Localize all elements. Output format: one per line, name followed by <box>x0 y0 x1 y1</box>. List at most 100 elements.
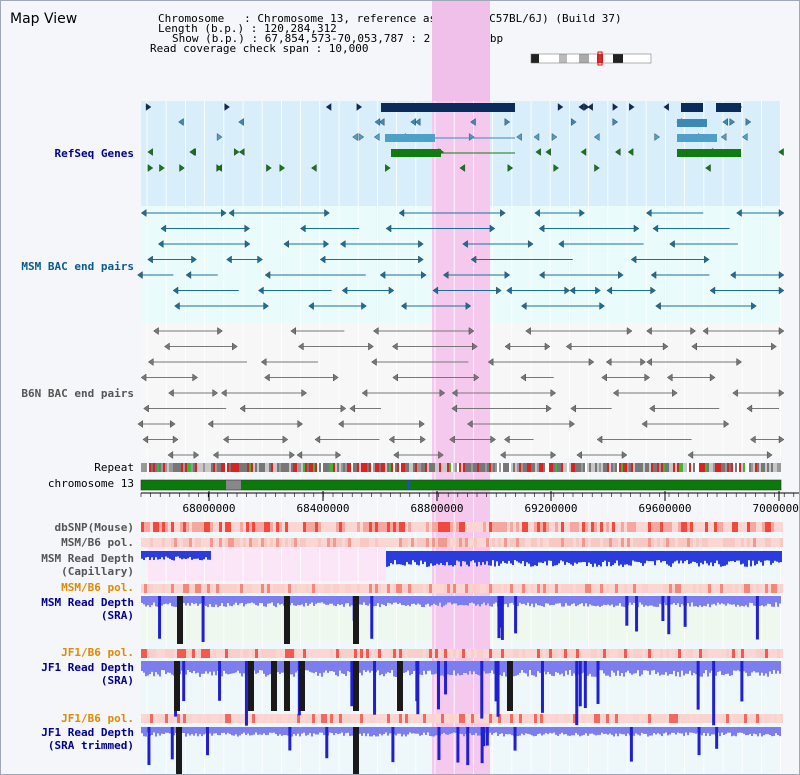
msm-b6-pol-cell <box>411 538 414 547</box>
jf1-sra-depth <box>203 661 205 674</box>
jf1-sra-depth <box>419 661 421 675</box>
jf1-b6-pol2-cell <box>177 714 180 723</box>
jf1-trimmed-depth <box>685 727 687 733</box>
jf1-b6-pol2-cell <box>708 714 711 723</box>
jf1-b6-pol-cell <box>459 649 462 658</box>
track-label-jf1-b6-pol-1[interactable]: JF1/B6 pol. <box>61 646 134 659</box>
msm-capillary-depth <box>165 551 167 557</box>
jf1-b6-pol-cell <box>618 649 621 658</box>
msm-sra-depth <box>373 596 375 607</box>
b6n-bac-pair-end <box>296 451 303 459</box>
track-label-refseq[interactable]: RefSeq Genes <box>54 147 134 160</box>
msm-sra-depth <box>259 596 261 604</box>
jf1-trimmed-depth-spike <box>437 727 441 761</box>
track-label-msm-bac[interactable]: MSM BAC end pairs <box>21 260 134 273</box>
jf1-trimmed-depth <box>387 727 389 736</box>
jf1-b6-pol-cell <box>300 649 303 658</box>
jf1-b6-pol2-cell <box>717 714 720 723</box>
dbsnp-cell <box>177 522 180 532</box>
jf1-b6-pol-cell <box>426 649 429 658</box>
jf1-sra-depth <box>779 661 781 674</box>
track-label-jf1-b6-pol-2[interactable]: JF1/B6 pol. <box>61 712 134 725</box>
msm-capillary-depth <box>630 551 632 566</box>
jf1-b6-pol2-cell <box>534 714 537 723</box>
msm-capillary-depth <box>742 551 744 564</box>
jf1-sra-depth <box>257 661 259 673</box>
refseq-gene-arrow <box>663 103 669 111</box>
jf1-sra-depth <box>689 661 691 671</box>
repeat-segment <box>145 463 147 472</box>
jf1-b6-pol-cell <box>681 649 684 658</box>
highlight-region-top <box>432 1 490 101</box>
dbsnp-cell <box>732 522 735 532</box>
jf1-trimmed-depth <box>511 727 513 736</box>
repeat-segment <box>171 463 173 472</box>
b6n-bac-pair-end <box>221 389 227 397</box>
msm-capillary-depth <box>496 551 498 562</box>
msm-b6-pol-cell <box>639 538 642 547</box>
msm-sra-depth <box>609 596 611 606</box>
jf1-trimmed-depth <box>575 727 577 733</box>
msm-sra-depth <box>467 596 469 606</box>
msm-sra-depth <box>147 596 149 606</box>
b6n-bac-pair-end <box>646 327 652 335</box>
jf1-b6-pol-cell <box>291 649 294 658</box>
repeat-segment <box>549 463 551 472</box>
msm-b6-pol-cell <box>276 538 279 547</box>
track-label-jf1-trim-1[interactable]: JF1 Read Depth <box>41 726 134 739</box>
msm-b6-pol2-cell <box>309 584 312 593</box>
jf1-sra-depth <box>691 661 693 676</box>
dbsnp-cell <box>519 522 522 532</box>
dbsnp-cell <box>663 522 666 532</box>
msm-sra-depth <box>753 596 755 606</box>
msm-b6-pol2-cell <box>444 584 447 593</box>
msm-b6-pol-cell <box>240 538 243 547</box>
jf1-b6-pol2-cell <box>291 714 294 723</box>
msm-b6-pol-cell <box>684 538 687 547</box>
msm-b6-pol-cell <box>399 538 402 547</box>
repeat-segment <box>439 463 441 472</box>
jf1-sra-depth <box>339 661 341 671</box>
msm-b6-pol2-cell <box>747 584 750 593</box>
msm-sra-depth <box>363 596 365 603</box>
jf1-b6-pol2-cell <box>267 714 270 723</box>
msm-b6-pol-cell <box>222 538 225 547</box>
jf1-b6-pol-cell <box>249 649 252 658</box>
track-label-dbsnp[interactable]: dbSNP(Mouse) <box>54 521 134 534</box>
track-label-jf1-depth-1[interactable]: JF1 Read Depth <box>41 661 134 674</box>
track-label-msm-depth-sra-1[interactable]: MSM Read Depth <box>41 596 134 609</box>
jf1-sra-depth-spike <box>496 661 500 717</box>
jf1-trimmed-depth <box>503 727 505 737</box>
jf1-trimmed-depth <box>249 727 251 736</box>
jf1-b6-pol-cell <box>633 649 636 658</box>
msm-sra-depth <box>551 596 553 605</box>
msm-b6-pol2-cell <box>243 584 246 593</box>
jf1-b6-pol-cell <box>357 649 360 658</box>
msm-capillary-depth <box>592 551 594 567</box>
msm-b6-pol2-cell <box>141 584 144 593</box>
ideogram-band <box>567 54 579 63</box>
track-label-msm-depth-cap-1[interactable]: MSM Read Depth <box>41 552 134 565</box>
jf1-trimmed-depth <box>567 727 569 736</box>
jf1-sra-depth <box>343 661 345 674</box>
msm-capillary-depth <box>760 551 762 563</box>
jf1-b6-pol-cell <box>186 649 189 658</box>
msm-capillary-depth <box>774 551 776 561</box>
jf1-sra-depth <box>715 661 717 676</box>
track-label-b6n-bac[interactable]: B6N BAC end pairs <box>21 387 134 400</box>
msm-b6-pol-cell <box>261 538 264 547</box>
jf1-trimmed-depth <box>459 727 461 734</box>
b6n-bac-pair-end <box>290 327 296 335</box>
msm-capillary-depth <box>640 551 642 563</box>
repeat-segment <box>363 463 365 472</box>
repeat-segment <box>513 463 515 472</box>
jf1-b6-pol2-cell <box>453 714 456 723</box>
track-label-msm-b6-pol-1[interactable]: MSM/B6 pol. <box>61 536 134 549</box>
track-label-msm-b6-pol-2[interactable]: MSM/B6 pol. <box>61 581 134 594</box>
jf1-b6-pol2-cell <box>330 714 333 723</box>
msm-b6-pol-cell <box>648 538 651 547</box>
track-label-repeat: Repeat <box>94 461 134 474</box>
msm-b6-pol-cell <box>438 538 441 547</box>
jf1-trimmed-depth <box>493 727 495 734</box>
